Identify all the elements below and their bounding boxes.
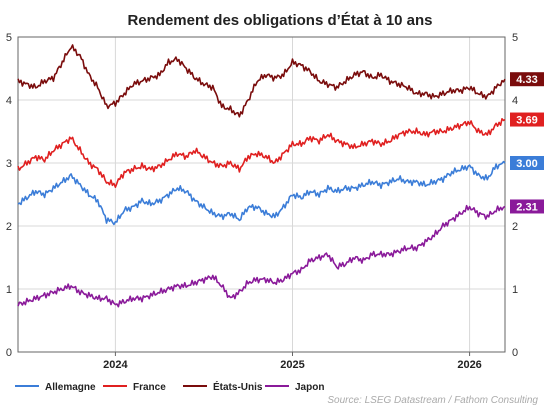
end-label-2: 4.33 [516, 74, 537, 86]
plot-frame [17, 36, 506, 353]
end-label-box-1 [510, 112, 544, 127]
end-label-3: 2.31 [516, 201, 537, 213]
series-lines [17, 44, 506, 308]
end-label-1: 3.69 [516, 115, 537, 127]
end-label-box-0 [510, 156, 544, 170]
y-tick-label-left: 4 [6, 95, 12, 107]
end-label-box-3 [510, 199, 544, 214]
y-tick-label-right: 5 [512, 32, 518, 44]
end-labels: 3.00 3.69 4.33 2.31 [510, 72, 544, 214]
x-tick-label: 2025 [280, 359, 304, 371]
legend-label-2: États-Unis [213, 380, 263, 393]
end-label-box-2 [510, 72, 544, 87]
x-tick-label: 2024 [103, 359, 128, 371]
y-tick-label-left: 5 [6, 32, 12, 44]
y-tick-label-left: 1 [6, 284, 12, 296]
y-tick-label-left: 0 [6, 347, 12, 359]
y-tick-label-right: 0 [512, 347, 518, 359]
y-tick-label-right: 2 [512, 221, 518, 233]
grid [18, 36, 505, 353]
y-tick-label-right: 1 [512, 284, 518, 296]
chart-title: Rendement des obligations d’État à 10 an… [127, 12, 432, 29]
source-note: Source: LSEG Datastream / Fathom Consult… [327, 395, 538, 406]
y-tick-label-left: 2 [6, 221, 12, 233]
axes: 001122334455202420252026 [6, 32, 518, 371]
y-tick-label-right: 4 [512, 95, 518, 107]
legend-label-1: France [133, 382, 166, 393]
series-line-0 [17, 160, 506, 226]
legend: Allemagne France États-Unis Japon [15, 380, 324, 393]
series-line-3 [17, 204, 506, 308]
x-tick-label: 2026 [457, 359, 481, 371]
series-line-1 [17, 118, 506, 188]
series-line-2 [17, 44, 506, 118]
y-tick-label-left: 3 [6, 158, 12, 170]
legend-label-0: Allemagne [45, 382, 96, 393]
end-label-0: 3.00 [516, 158, 537, 170]
legend-label-3: Japon [295, 382, 324, 393]
